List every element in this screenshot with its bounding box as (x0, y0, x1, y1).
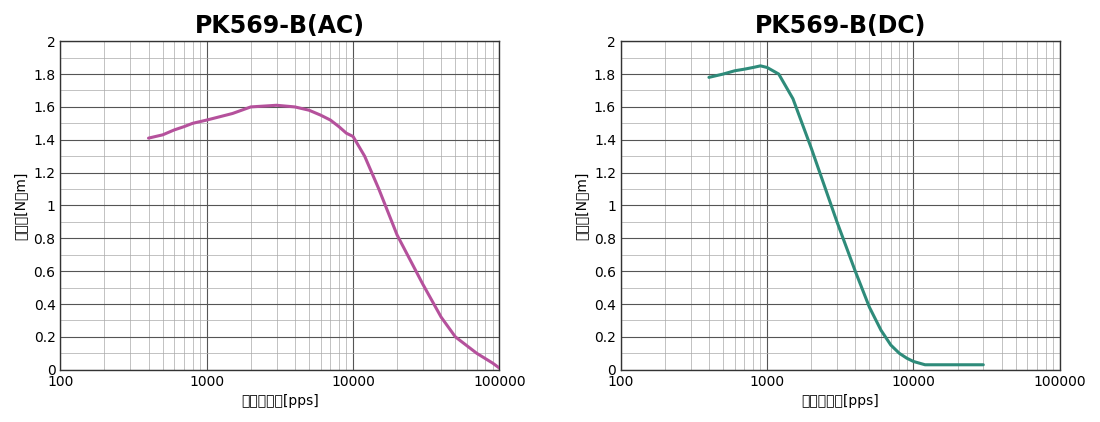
X-axis label: パルス速度[pps]: パルス速度[pps] (241, 394, 319, 408)
Y-axis label: トルク[N・m]: トルク[N・m] (574, 171, 589, 240)
Title: PK569-B(DC): PK569-B(DC) (755, 14, 926, 38)
Y-axis label: トルク[N・m]: トルク[N・m] (14, 171, 28, 240)
X-axis label: パルス速度[pps]: パルス速度[pps] (802, 394, 879, 408)
Title: PK569-B(AC): PK569-B(AC) (195, 14, 365, 38)
